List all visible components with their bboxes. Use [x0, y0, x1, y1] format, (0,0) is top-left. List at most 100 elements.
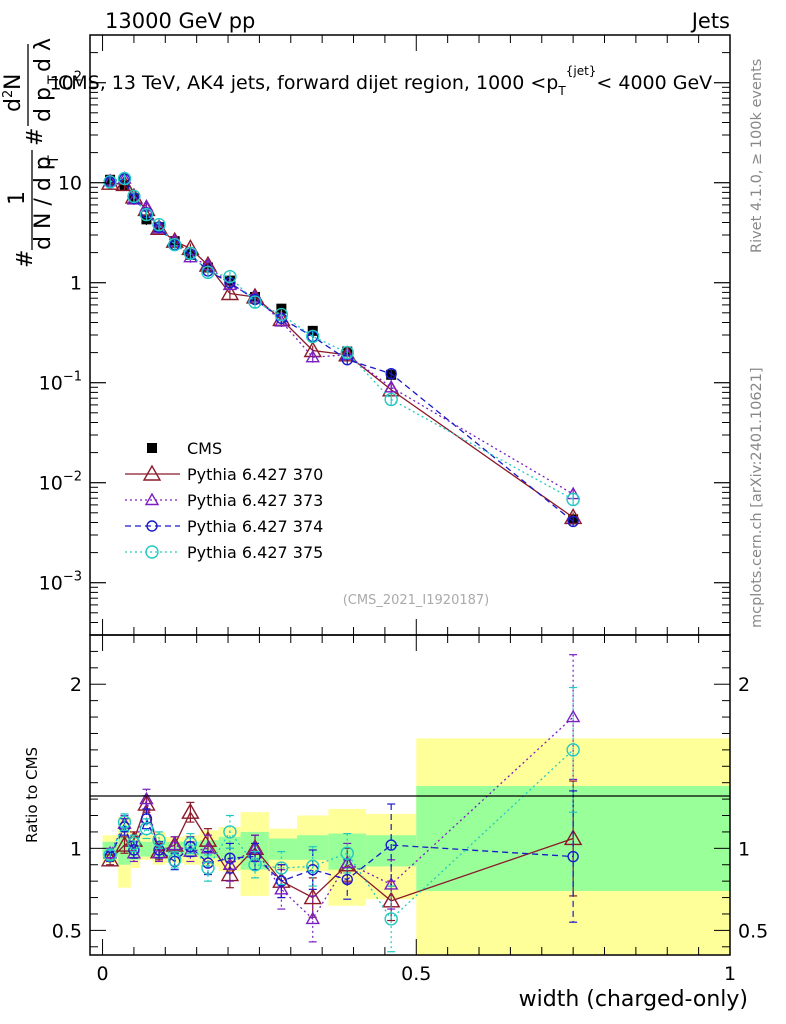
- ratio-series-s373-point: [340, 855, 355, 869]
- legend-label-cms: CMS: [187, 439, 222, 458]
- series-s375-point: [201, 265, 215, 280]
- ratio-series-s375-point: [127, 836, 141, 851]
- ratio-series-s374-line: [109, 817, 574, 882]
- legend-marker-s373: [144, 492, 160, 506]
- ratio-series-s373-point: [383, 877, 399, 890]
- ratio-series-s375-point: [340, 846, 354, 860]
- series-s375: [103, 171, 580, 507]
- main-ytick-exp: −1: [63, 370, 82, 385]
- main-ytick-base: 10: [39, 373, 63, 395]
- ratio-series-s374-point: [341, 873, 353, 886]
- series-s375-line: [109, 177, 574, 501]
- ratio-ytick-label: 0.5: [52, 920, 82, 942]
- series-s373-line: [109, 177, 574, 495]
- ratio-frame: [89, 634, 731, 956]
- main-ytick-label: 10: [58, 173, 82, 195]
- legend-label-s374: Pythia 6.427 374: [187, 517, 323, 536]
- series-s370-point: [149, 218, 169, 236]
- series-s373: [102, 171, 581, 500]
- main-ytick-exp: −3: [63, 570, 82, 585]
- legend-label-s375: Pythia 6.427 375: [187, 543, 323, 562]
- series-s375-point: [340, 345, 354, 360]
- main-frame: [89, 34, 731, 636]
- main-ylabel-N: N: [1, 74, 26, 90]
- ratio-series-s375-point: [117, 815, 132, 829]
- series-s375-point: [152, 218, 166, 232]
- legend-marker-s374: [146, 520, 158, 532]
- main-ytick-label: 1: [70, 273, 82, 295]
- ratio-series-s375-point: [168, 853, 182, 867]
- series-s375-point: [117, 171, 132, 186]
- main-ylabel: # 1 d N / d p T # d 2 N d p T d λ: [1, 38, 62, 268]
- main-ytick-base: 10: [58, 173, 82, 195]
- ratio-series-s374-point: [224, 852, 236, 864]
- series-s375-point: [103, 175, 117, 189]
- series-s375-point: [168, 237, 182, 252]
- ratio-series-s370-point: [303, 888, 322, 905]
- series-s375-point: [384, 392, 398, 407]
- main-ytick-label: 102: [50, 70, 82, 95]
- main-title-text-a: CMS, 13 TeV, AK4 jets, forward dijet reg…: [58, 72, 558, 94]
- main-ytick-label: 10−2: [39, 470, 82, 495]
- ratio-series-s374-point: [567, 850, 579, 863]
- main-series-layer: [100, 171, 583, 528]
- main-ytick-base: 1: [70, 273, 82, 295]
- main-ytick-label: 10−1: [39, 370, 82, 395]
- series-s375-point: [127, 189, 141, 204]
- series-s375-point: [566, 492, 580, 507]
- main-title-sup: {jet}: [566, 64, 597, 78]
- ratio-series-s375-point: [152, 833, 166, 847]
- header-right: Jets: [690, 9, 730, 33]
- ratio-series-s375-point: [248, 858, 262, 872]
- series-s373-point: [305, 349, 320, 363]
- ratio-xtick-label: 1: [724, 963, 736, 985]
- main-ylabel-dlambda: d λ: [31, 38, 56, 72]
- ratio-axes-layer: 0.5 0.51 12 20 0.5 1: [52, 635, 768, 985]
- ratio-series-s374-point: [385, 839, 397, 851]
- ratio-ytick-label: 1: [70, 838, 82, 860]
- series-s375-point: [306, 329, 320, 344]
- mcplots-label: mcplots.cern.ch [arXiv:2401.10621]: [749, 367, 765, 628]
- ratio-series-s375-point: [274, 861, 289, 875]
- legend-marker-cms: [147, 443, 157, 453]
- series-s374-point: [567, 515, 579, 528]
- ratio-band-green: [199, 840, 219, 859]
- main-ytick-base: 10: [39, 473, 63, 495]
- main-ylabel-den-sub: T: [46, 155, 62, 165]
- main-ytick-exp: 2: [74, 70, 82, 85]
- main-ylabel-dp: d p: [31, 87, 56, 122]
- header-left: 13000 GeV pp: [105, 9, 255, 33]
- ratio-series-s375: [103, 686, 580, 953]
- ratio-xtick-label: 0: [97, 963, 109, 985]
- ratio-series-s375-point: [183, 836, 198, 851]
- ratio-series-s375-point: [201, 861, 215, 875]
- series-s373-point: [383, 379, 399, 393]
- main-ytick-base: 10: [50, 73, 74, 95]
- legend-marker-s375: [145, 545, 159, 559]
- ratio-series-s374-point: [153, 844, 165, 856]
- main-ylabel-d-exp: 2: [1, 90, 16, 98]
- ratio-xlabel: width (charged-only): [519, 987, 748, 1012]
- main-ylabel-one: 1: [5, 191, 30, 205]
- ratio-band-green: [268, 838, 298, 860]
- main-ytick-label: 10−3: [39, 570, 82, 595]
- ratio-series-s375-point: [223, 825, 237, 839]
- ratio-ytick-label-right: 0.5: [738, 920, 768, 942]
- main-ylabel-den: d N / d p: [31, 156, 56, 250]
- ratio-xtick-label: 0.5: [401, 963, 431, 985]
- ratio-series-s373-point: [565, 709, 581, 723]
- ratio-ytick-label-right: 2: [738, 674, 750, 696]
- legend-label-s370: Pythia 6.427 370: [187, 465, 323, 484]
- main-ylabel-dp-sub: T: [46, 75, 62, 85]
- series-s374-point: [385, 368, 397, 380]
- ratio-ylabel: Ratio to CMS: [23, 747, 41, 843]
- main-title: CMS, 13 TeV, AK4 jets, forward dijet reg…: [58, 64, 712, 98]
- main-title-text-b: < 4000 GeV: [596, 72, 712, 94]
- ratio-ytick-label-right: 1: [738, 838, 750, 860]
- legend: CMS Pythia 6.427 370 Pythia 6.427 373 Pythi…: [125, 439, 323, 562]
- series-s375-point: [139, 207, 154, 222]
- main-ylabel-hash1: #: [13, 250, 38, 268]
- ratio-series-s375-point: [384, 912, 398, 926]
